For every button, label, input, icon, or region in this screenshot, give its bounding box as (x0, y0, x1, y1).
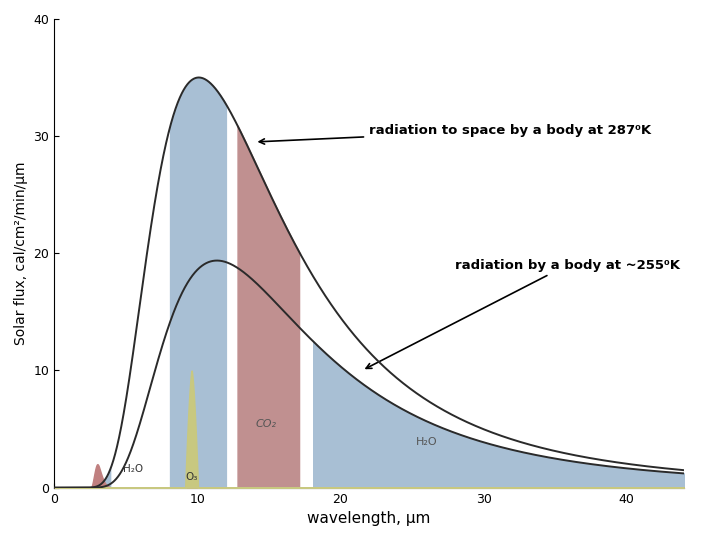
Text: O₃: O₃ (186, 472, 198, 482)
Text: H₂O: H₂O (415, 437, 437, 447)
Text: radiation by a body at ~255⁰K: radiation by a body at ~255⁰K (366, 259, 680, 368)
Text: CO₂: CO₂ (256, 419, 276, 429)
Text: radiation to space by a body at 287⁰K: radiation to space by a body at 287⁰K (259, 124, 651, 144)
X-axis label: wavelength, μm: wavelength, μm (307, 511, 431, 526)
Text: H₂O: H₂O (123, 464, 143, 474)
Y-axis label: Solar flux, cal/cm²/min/μm: Solar flux, cal/cm²/min/μm (14, 161, 28, 345)
